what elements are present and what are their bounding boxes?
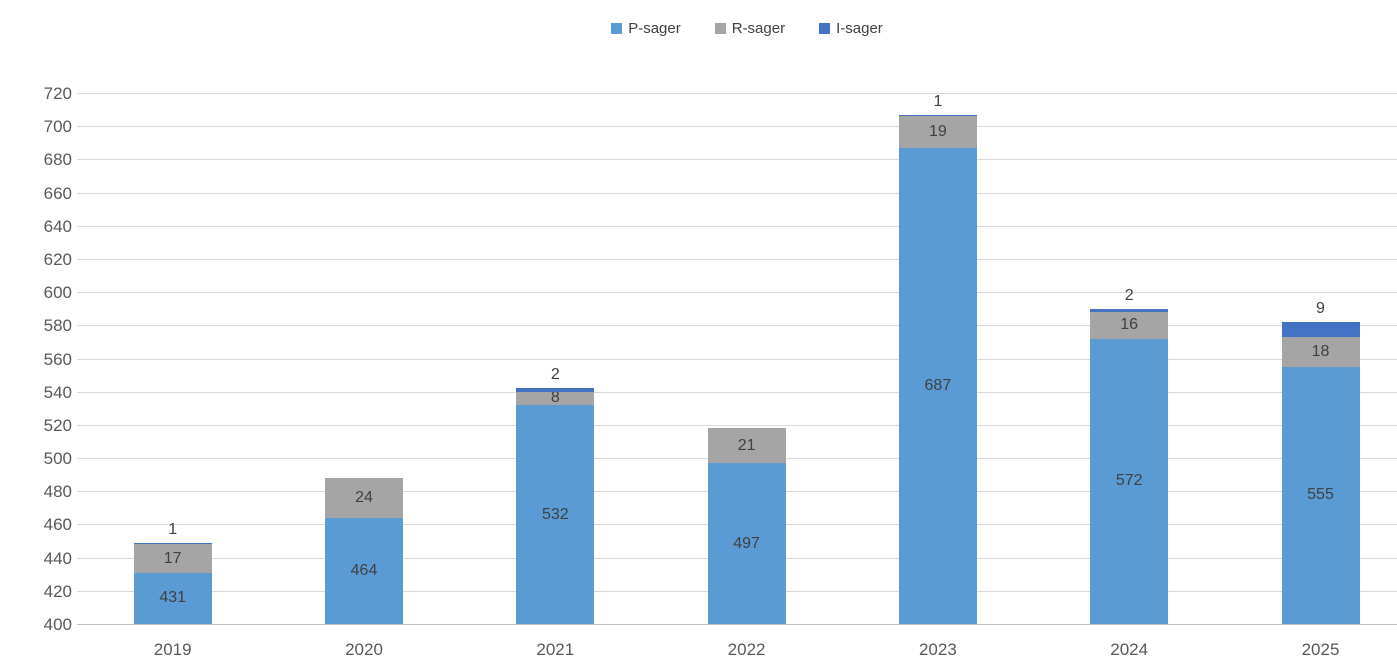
y-axis-tick-label: 500 (43, 449, 72, 469)
bar-2022: 497 21 (707, 0, 786, 624)
bar-segment-p-sager-2025 (1281, 366, 1360, 624)
y-axis-tick-label: 420 (43, 581, 72, 601)
gridline (77, 93, 1397, 94)
data-label-i-sager-2025: 9 (1316, 300, 1325, 317)
bar-2025: 555 18 (1281, 0, 1360, 624)
legend-item-r-sager: R-sager (714, 20, 786, 37)
data-label-i-sager-2024: 2 (1124, 286, 1134, 304)
bar-segment-r-sager-2021 (516, 391, 595, 405)
legend-item-i-sager: I-sager (819, 20, 883, 37)
y-axis-tick-label: 720 (43, 84, 72, 103)
legend-swatch-i-sager-icon (819, 23, 831, 34)
bar-segment-r-sager-2024 (1090, 312, 1169, 339)
y-axis-tick-label: 540 (43, 382, 72, 402)
bar-2019: 431 17 (133, 0, 212, 624)
data-label-i-sager-2021: 2 (550, 366, 560, 384)
x-axis-label-2023: 2023 (918, 640, 957, 659)
y-axis-tick-label: 440 (43, 548, 72, 568)
bar-segment-r-sager-2023 (898, 116, 977, 148)
data-label-r-sager-2023: 19 (928, 123, 947, 140)
x-axis-label-2019: 2019 (153, 640, 192, 659)
bar-segment-r-sager-2020 (325, 478, 403, 518)
gridline (77, 192, 1397, 194)
gridline (77, 225, 1397, 227)
x-axis-label-2024: 2024 (1110, 640, 1149, 659)
data-label-r-sager-2025: 18 (1311, 342, 1330, 360)
bar-2020: 464 24 (325, 0, 403, 624)
y-axis-tick-label: 660 (43, 183, 72, 203)
data-label-r-sager-2024: 16 (1120, 316, 1139, 334)
bar-segment-p-sager-2019 (133, 572, 212, 624)
bar-segment-i-sager-2024 (1090, 308, 1169, 312)
y-axis-tick-label: 400 (43, 615, 72, 634)
data-label-r-sager-2019: 17 (163, 549, 182, 567)
y-axis-tick-label: 680 (43, 150, 72, 170)
bar-segment-i-sager-2025 (1281, 322, 1360, 337)
data-label-i-sager-2023: 1 (933, 92, 943, 110)
legend-label-p-sager: P-sager (628, 20, 681, 37)
data-label-r-sager-2022: 21 (737, 436, 756, 454)
x-axis-line (77, 624, 1397, 625)
y-axis-tick-label: 580 (43, 316, 72, 336)
gridline (77, 258, 1397, 260)
data-label-p-sager-2021: 532 (541, 505, 569, 523)
gridline (77, 159, 1397, 161)
bar-2021: 532 8 (516, 0, 595, 624)
gridline (77, 325, 1397, 327)
x-axis-label-2020: 2020 (345, 640, 383, 659)
legend-label-i-sager: I-sager (836, 20, 883, 37)
y-axis-tick-label: 520 (43, 415, 72, 435)
bar-segment-r-sager-2022 (707, 428, 786, 463)
y-axis-tick-label: 700 (43, 117, 72, 137)
bar-segment-p-sager-2023 (898, 147, 977, 624)
bar-segment-i-sager-2019 (133, 542, 212, 545)
bar-2024: 572 16 (1090, 0, 1169, 624)
y-axis-tick-label: 480 (43, 482, 72, 502)
data-label-p-sager-2023: 687 (924, 376, 952, 394)
gridline (77, 126, 1397, 128)
y-axis-tick-label: 600 (43, 283, 72, 303)
data-label-p-sager-2024: 572 (1115, 472, 1143, 490)
x-axis-label-2022: 2022 (727, 640, 766, 659)
legend: P-sager R-sager I-sager (97, 20, 1397, 37)
y-axis-tick-label: 620 (43, 249, 72, 269)
y-axis-tick-label: 560 (43, 349, 72, 369)
gridline (77, 358, 1397, 360)
legend-item-p-sager: P-sager (611, 20, 681, 37)
legend-swatch-p-sager-icon (611, 23, 623, 34)
x-axis-label-2025: 2025 (1301, 640, 1340, 659)
bar-segment-i-sager-2023 (898, 114, 977, 117)
bar-segment-p-sager-2020 (325, 517, 403, 624)
gridline (77, 292, 1397, 294)
data-label-r-sager-2021: 8 (550, 389, 560, 407)
bar-segment-p-sager-2024 (1090, 338, 1169, 624)
data-label-p-sager-2022: 497 (733, 534, 760, 552)
y-axis-tick-label: 640 (43, 216, 72, 236)
bar-segment-r-sager-2019 (133, 544, 212, 573)
legend-label-r-sager: R-sager (731, 20, 786, 37)
bar-2023: 687 19 (898, 0, 977, 624)
x-axis-label-2021: 2021 (536, 640, 575, 659)
data-label-p-sager-2019: 431 (159, 589, 187, 607)
data-label-r-sager-2020: 24 (355, 488, 373, 506)
data-label-i-sager-2019: 1 (168, 520, 178, 538)
bar-segment-r-sager-2025 (1281, 336, 1360, 367)
bar-segment-p-sager-2021 (516, 405, 595, 624)
y-axis-tick-label: 460 (43, 515, 72, 535)
gridline (77, 424, 1397, 426)
gridline (77, 391, 1397, 393)
bar-segment-i-sager-2021 (516, 388, 595, 392)
data-label-p-sager-2020: 464 (350, 561, 378, 579)
bar-segment-p-sager-2022 (707, 463, 786, 624)
data-label-p-sager-2025: 555 (1307, 486, 1334, 504)
legend-swatch-r-sager-icon (714, 23, 726, 34)
